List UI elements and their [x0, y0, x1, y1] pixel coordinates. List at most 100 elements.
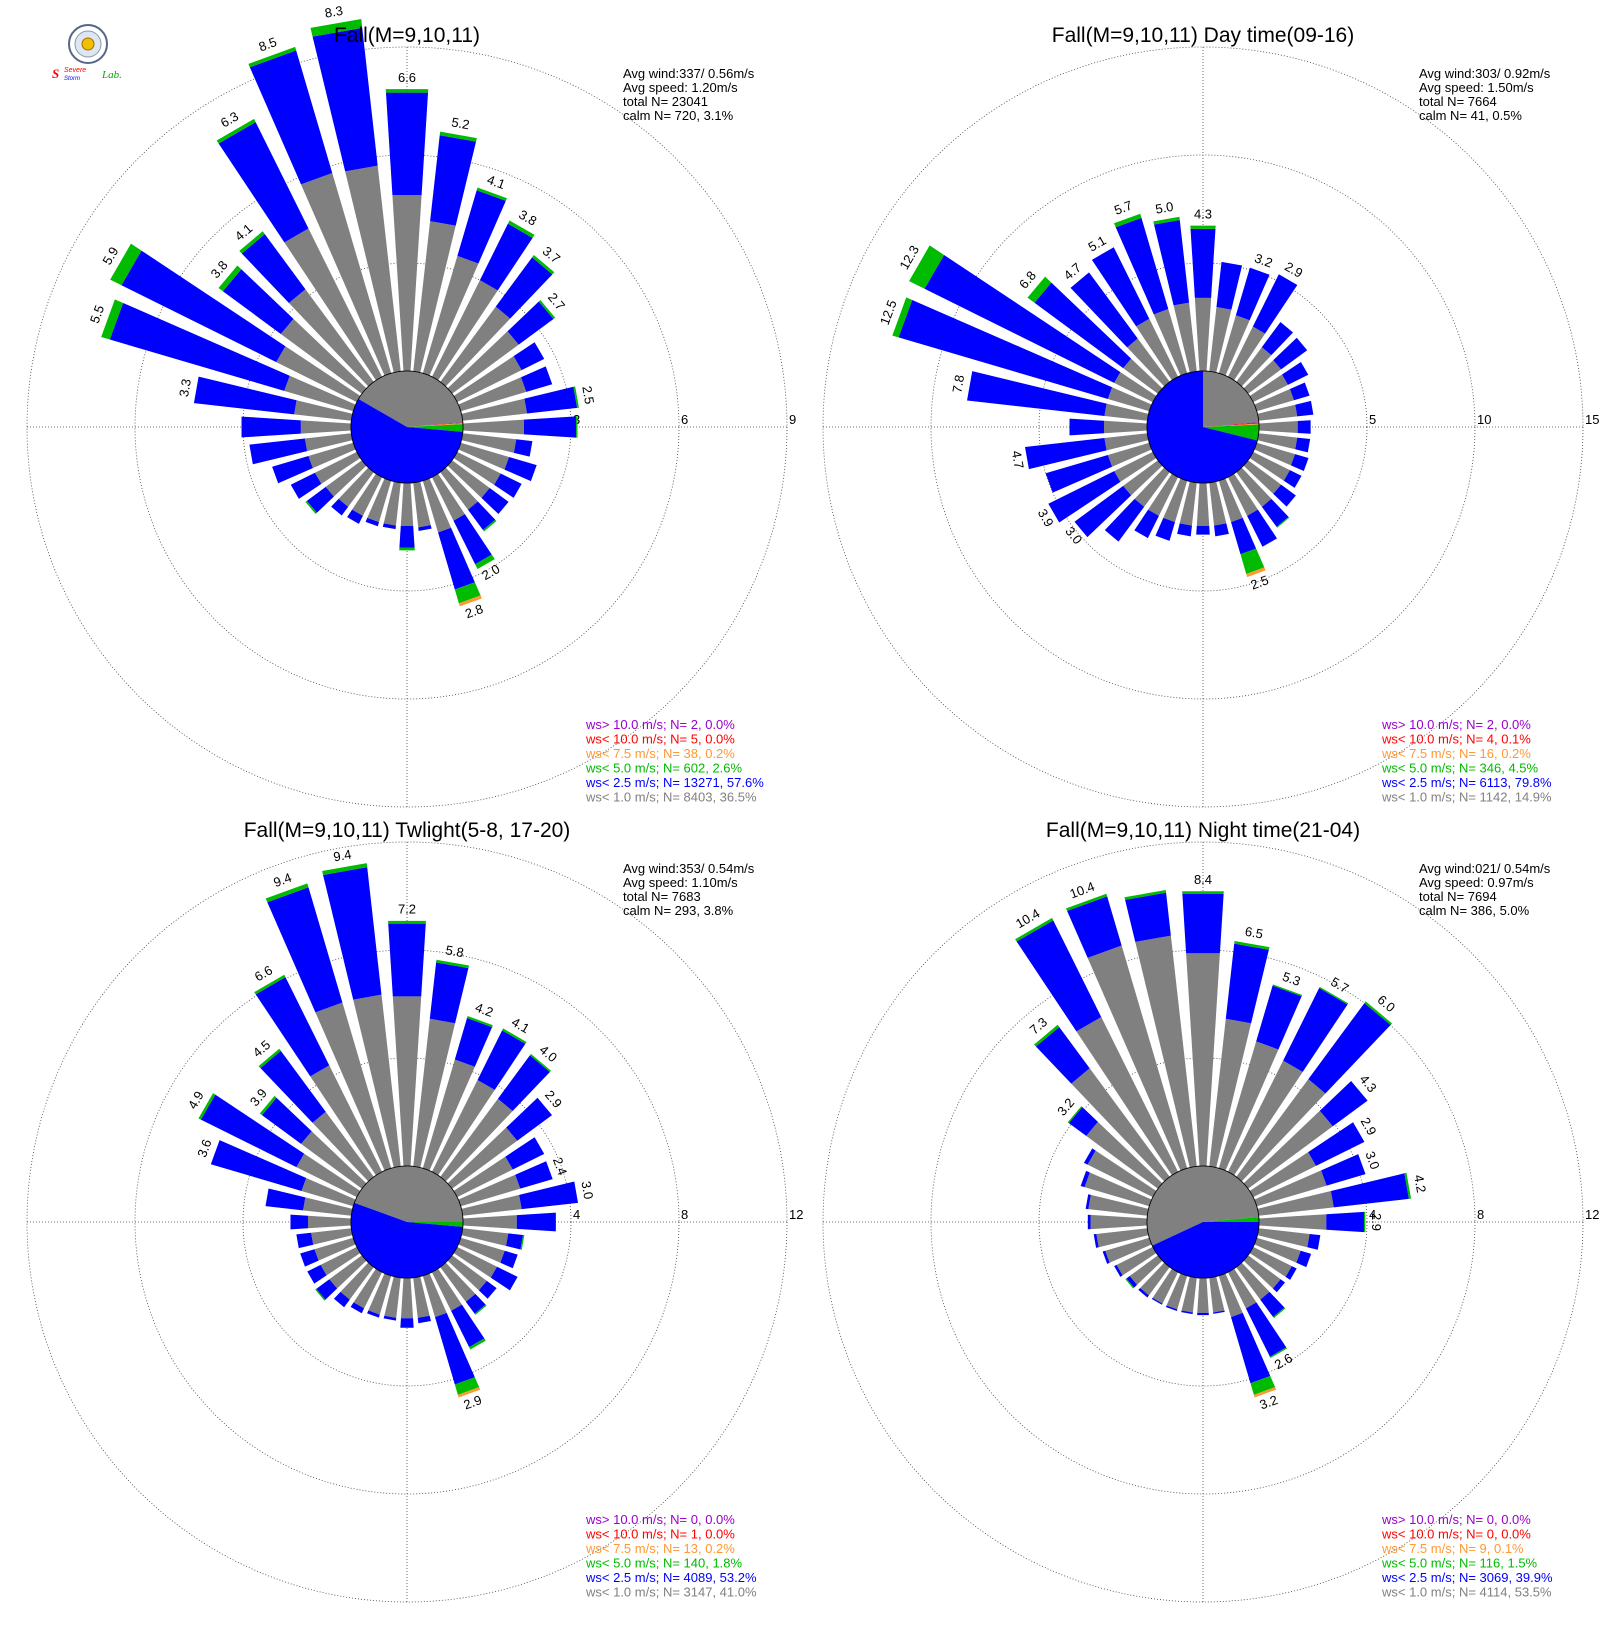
- bar-segment-lt1: [447, 331, 519, 394]
- bar-segment-lt1: [447, 460, 490, 498]
- bar-segment-lt1: [300, 172, 392, 376]
- bar-segment-lt25: [249, 438, 308, 465]
- bar-segment-lt1: [440, 306, 511, 387]
- bar-segment-lt25: [121, 250, 286, 363]
- bar-segment-lt25: [519, 1181, 579, 1210]
- bar-value-label: 3.3: [176, 378, 194, 398]
- bar-segment-lt25: [312, 27, 378, 172]
- bar-segment-lt25: [1289, 382, 1310, 401]
- bar-value-label: 5.7: [1328, 974, 1351, 996]
- bar-segment-lt25: [967, 371, 1107, 416]
- bar-segment-lt1: [368, 1273, 392, 1315]
- bar-segment-lt1: [1209, 1276, 1225, 1313]
- bar-segment-lt25: [1290, 454, 1309, 472]
- bar-segment-lt1: [440, 1098, 513, 1182]
- bar-value-label: 5.3: [1280, 969, 1302, 989]
- bar-value-label: 3.8: [208, 258, 231, 281]
- bar-segment-lt1: [312, 1111, 374, 1182]
- bar-segment-lt25: [495, 257, 553, 319]
- bar-segment-lt25: [400, 1318, 414, 1328]
- panel-title: Fall(M=9,10,11) Twlight(5-8, 17-20): [244, 819, 571, 842]
- bar-value-label: 4.1: [509, 1014, 532, 1036]
- bar-segment-lt1: [340, 1262, 374, 1300]
- bar-segment-lt25: [1080, 1170, 1090, 1188]
- bar-segment-lt1: [1090, 1214, 1148, 1230]
- bar-segment-lt25: [218, 122, 309, 243]
- bar-segment-lt1: [1243, 1255, 1281, 1289]
- bar-segment-lt1: [1258, 421, 1298, 433]
- bar-segment-lt5: [892, 297, 913, 338]
- bar-value-label: 2.9: [1282, 259, 1305, 281]
- bar-segment-lt1: [314, 1237, 356, 1261]
- bar-segment-lt1: [1084, 1172, 1152, 1207]
- bar-segment-lt25: [296, 1232, 314, 1249]
- bar-segment-lt1: [1166, 1273, 1188, 1310]
- bar-segment-lt25: [479, 223, 533, 291]
- info-avg-wind: Avg wind:021/ 0.54m/s: [1419, 861, 1551, 876]
- legend-entry-lt10: ws< 10.0 m/s; N= 5, 0.0%: [585, 732, 735, 747]
- bar-segment-lt5: [258, 1048, 281, 1069]
- bar-segment-lt1: [400, 1277, 414, 1319]
- pie-slice-lt25: [351, 399, 463, 483]
- bar-segment-lt5: [110, 243, 142, 286]
- wind-rose-panel-4: 4 8 128.46.55.3 5.76.04.32.93.04.22.92.63.2…: [822, 819, 1599, 1603]
- pie-slice-lt75: [1203, 423, 1259, 427]
- legend-entry-lt10: ws< 10.0 m/s; N= 1, 0.0%: [585, 1527, 735, 1542]
- bar-value-label: 10.4: [1068, 879, 1097, 902]
- bar-segment-lt5: [454, 1377, 480, 1395]
- bar-segment-lt25: [307, 1264, 327, 1284]
- bar-segment-lt25: [1104, 498, 1145, 542]
- bar-value-label: 6.6: [398, 70, 416, 85]
- info-avg-speed: Avg speed: 1.50m/s: [1419, 80, 1534, 95]
- bar-segment-lt1: [458, 1174, 521, 1207]
- bar-segment-lt25: [1308, 1122, 1365, 1166]
- bar-segment-lt1: [1153, 309, 1188, 376]
- bar-segment-lt25: [350, 1302, 365, 1314]
- bar-segment-lt75: [457, 1387, 481, 1398]
- bar-segment-lt1: [1257, 433, 1298, 450]
- bar-segment-lt1: [1254, 1170, 1327, 1207]
- legend-entry-gt10: ws> 10.0 m/s; N= 2, 0.0%: [585, 717, 735, 732]
- bar-segment-lt5: [399, 547, 415, 551]
- bar-segment-lt25: [1307, 1233, 1321, 1250]
- bar-segment-lt1: [447, 1127, 518, 1189]
- bar-segment-lt5: [1190, 225, 1216, 229]
- info-calm: calm N= 41, 0.5%: [1419, 108, 1522, 123]
- bar-segment-lt25: [1213, 1310, 1225, 1314]
- bar-segment-lt25: [524, 386, 578, 414]
- pie-slice-lt5: [1203, 424, 1259, 441]
- bar-segment-lt25: [1273, 484, 1296, 507]
- bar-segment-lt1: [1254, 1237, 1301, 1263]
- bar-segment-lt1: [1218, 1273, 1243, 1318]
- bar-segment-lt25: [429, 962, 469, 1024]
- bar-segment-lt25: [1296, 1250, 1312, 1268]
- bar-segment-lt25: [1235, 267, 1270, 321]
- bar-segment-lt1: [338, 467, 374, 507]
- bar-segment-lt1: [310, 1065, 383, 1176]
- bar-segment-lt25: [399, 526, 415, 548]
- bar-segment-lt25: [1126, 1276, 1138, 1288]
- bar-segment-lt1: [422, 1273, 447, 1318]
- bar-segment-lt1: [1227, 473, 1258, 516]
- bar-value-label: 5.5: [87, 303, 107, 325]
- ring-tick-label: 5: [1369, 412, 1376, 427]
- bar-segment-lt5: [259, 1095, 277, 1116]
- bar-segment-lt25: [1261, 498, 1289, 527]
- legend-entry-lt5: ws< 5.0 m/s; N= 116, 1.5%: [1381, 1556, 1538, 1571]
- info-avg-wind: Avg wind:303/ 0.92m/s: [1419, 66, 1551, 81]
- bar-segment-lt1: [353, 994, 401, 1168]
- bar-segment-lt25: [1214, 523, 1229, 537]
- bar-segment-lt25: [1035, 1026, 1090, 1084]
- bar-segment-lt1: [1227, 1060, 1303, 1176]
- bar-segment-lt1: [1163, 478, 1188, 523]
- bar-segment-lt1: [392, 996, 422, 1167]
- legend-entry-lt10: ws< 10.0 m/s; N= 4, 0.1%: [1381, 732, 1531, 747]
- bar-segment-lt25: [507, 301, 554, 345]
- bar-segment-lt1: [1218, 1041, 1279, 1171]
- ring-tick-label: 10: [1477, 412, 1491, 427]
- bar-segment-lt1: [301, 1131, 367, 1189]
- bar-segment-lt5: [1319, 986, 1349, 1005]
- bar-segment-lt1: [458, 442, 510, 470]
- bar-segment-lt1: [1152, 1268, 1179, 1304]
- bar-segment-lt25: [290, 1214, 308, 1230]
